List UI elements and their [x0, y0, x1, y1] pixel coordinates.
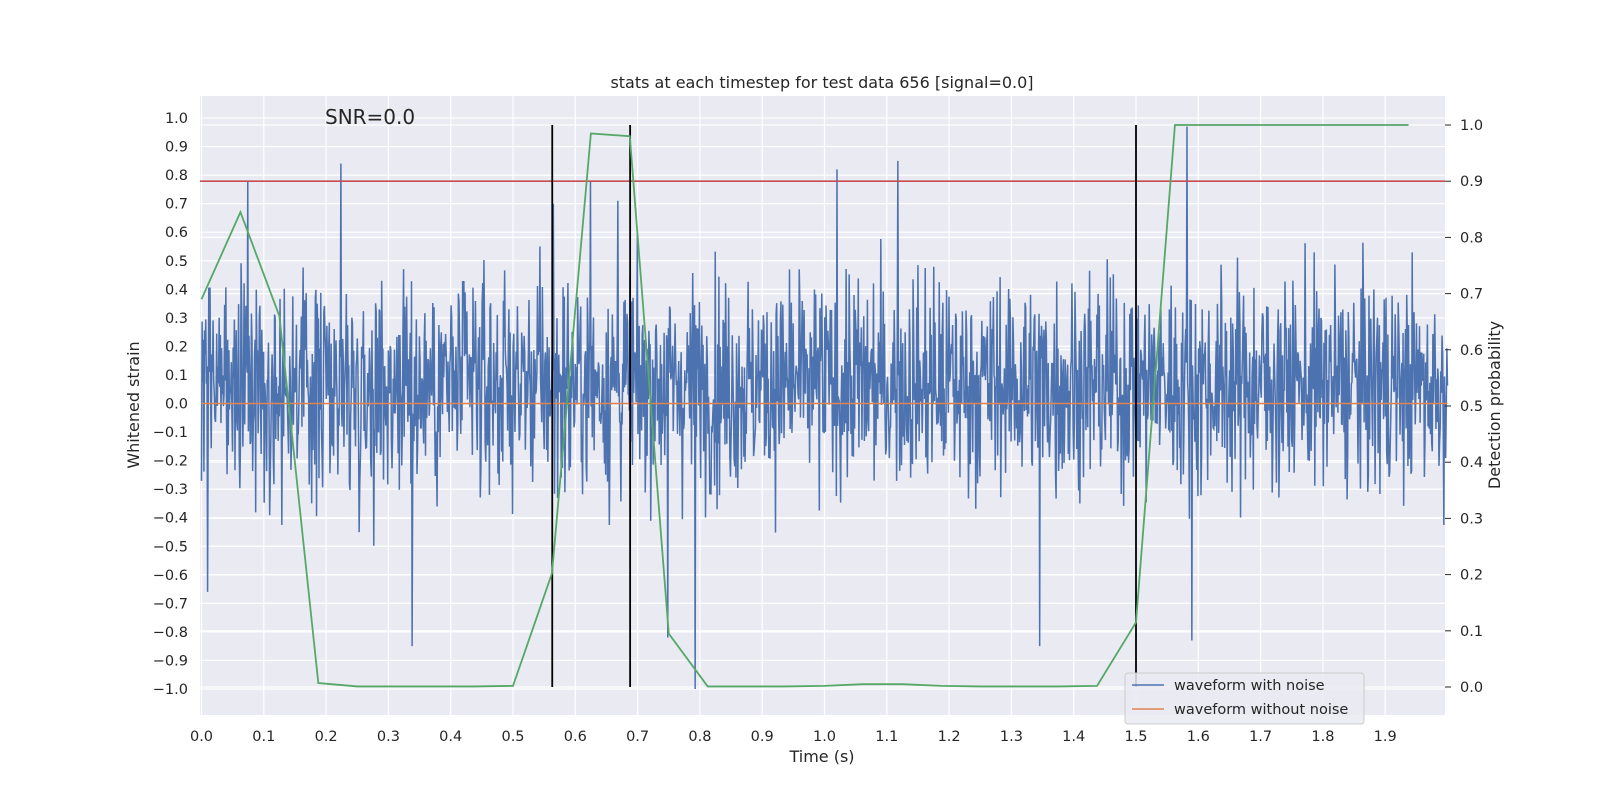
line-series — [200, 124, 1448, 688]
x-tick-label: 0.0 — [190, 729, 213, 745]
y-left-tick-label: 0.9 — [165, 140, 188, 156]
x-axis-label: Time (s) — [788, 747, 854, 766]
y-axis-label-right: Detection probability — [1485, 321, 1504, 489]
y-left-tick-label: −0.8 — [153, 625, 188, 641]
x-tick-label: 1.5 — [1124, 729, 1147, 745]
y-left-tick-label: −0.3 — [153, 482, 188, 498]
chart-title: stats at each timestep for test data 656… — [610, 73, 1033, 92]
y-right-tick-label: 0.0 — [1460, 680, 1483, 696]
y-left-tick-label: 0.4 — [165, 282, 188, 298]
x-tick-label: 0.9 — [751, 729, 774, 745]
waveform-with-noise-line — [200, 126, 1449, 690]
y-left-tick-label: 0.3 — [165, 311, 188, 327]
y-right-tick-label: 0.5 — [1460, 399, 1483, 415]
y-right-tick-label: 0.3 — [1460, 511, 1483, 527]
legend-label-noise: waveform with noise — [1174, 678, 1325, 694]
y-left-tick-label: −1.0 — [153, 682, 188, 698]
y-right-tick-label: 0.6 — [1460, 343, 1483, 359]
y-right-tick-label: 0.9 — [1460, 174, 1483, 190]
ticks: 0.0 0.1 0.2 0.3 0.4 0.5 0.6 0.7 0.8 0.9 1.0 1.1 1.2 1… — [153, 111, 1483, 745]
y-left-tick-label: −0.1 — [153, 425, 188, 441]
y-left-tick-label: −0.7 — [153, 596, 188, 612]
x-tick-label: 1.8 — [1311, 729, 1334, 745]
x-tick-label: 1.6 — [1187, 729, 1210, 745]
x-tick-label: 0.6 — [564, 729, 587, 745]
noise-series — [200, 126, 1449, 690]
legend: waveform with noise waveform without noi… — [1124, 672, 1365, 725]
y-right-tick-label: 0.7 — [1460, 287, 1483, 303]
y-left-tick-label: 0.5 — [165, 254, 188, 270]
y-right-tick-label: 0.1 — [1460, 624, 1483, 640]
y-left-tick-label: 0.1 — [165, 368, 188, 384]
x-tick-label: 0.8 — [688, 729, 711, 745]
legend-label-clean: waveform without noise — [1174, 702, 1348, 718]
y-left-tick-label: 0.6 — [165, 225, 188, 241]
x-tick-label: 0.5 — [501, 729, 524, 745]
grid — [200, 96, 1445, 715]
y-right-tick-label: 0.2 — [1460, 568, 1483, 584]
detection-probability-line — [200, 124, 1409, 688]
y-left-tick-label: −0.5 — [153, 539, 188, 555]
y-left-tick-label: 1.0 — [165, 111, 188, 127]
x-tick-label: 0.3 — [377, 729, 400, 745]
x-tick-label: 0.7 — [626, 729, 649, 745]
snr-annotation: SNR=0.0 — [325, 105, 415, 129]
y-left-tick-label: −0.2 — [153, 454, 188, 470]
y-left-tick-label: 0.0 — [165, 397, 188, 413]
x-tick-label: 1.1 — [875, 729, 898, 745]
x-tick-label: 1.4 — [1062, 729, 1085, 745]
y-left-tick-label: 0.2 — [165, 339, 188, 355]
y-left-tick-label: 0.8 — [165, 168, 188, 184]
y-left-tick-label: −0.9 — [153, 653, 188, 669]
y-left-tick-label: −0.6 — [153, 568, 188, 584]
x-tick-label: 1.2 — [938, 729, 961, 745]
x-tick-label: 1.3 — [1000, 729, 1023, 745]
y-right-tick-label: 1.0 — [1460, 118, 1483, 134]
y-left-tick-label: 0.7 — [165, 197, 188, 213]
x-tick-label: 1.0 — [813, 729, 836, 745]
y-right-tick-label: 0.8 — [1460, 230, 1483, 246]
y-right-tick-label: 0.4 — [1460, 455, 1483, 471]
y-axis-label-left: Whitened strain — [124, 341, 143, 468]
x-tick-label: 1.7 — [1249, 729, 1272, 745]
x-tick-label: 1.9 — [1374, 729, 1397, 745]
legend-box — [1124, 672, 1365, 725]
x-tick-label: 0.2 — [315, 729, 338, 745]
x-tick-label: 0.4 — [439, 729, 462, 745]
y-left-tick-label: −0.4 — [153, 511, 188, 527]
x-tick-label: 0.1 — [252, 729, 275, 745]
